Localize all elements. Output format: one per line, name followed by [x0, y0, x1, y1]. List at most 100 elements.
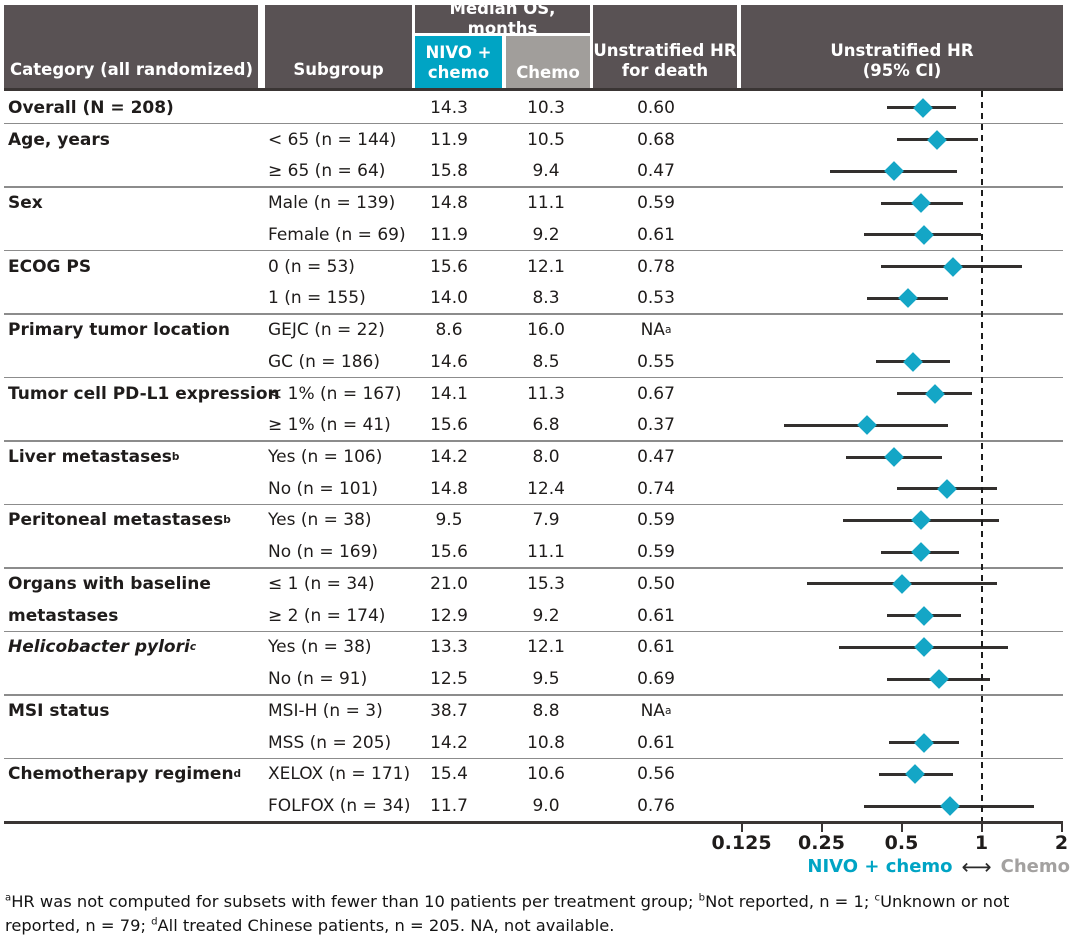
- subgroup-cell: No (n = 91): [268, 669, 368, 690]
- nivo-value: 15.8: [430, 161, 468, 182]
- chemo-value: 8.0: [532, 446, 560, 467]
- nivo-value: 15.4: [430, 764, 468, 785]
- footnote-text: HR was not computed for subsets with few…: [11, 892, 699, 911]
- table-row: ≥ 65 (n = 64) 15.8 9.4 0.47: [0, 155, 1073, 187]
- table-row: Age, years < 65 (n = 144) 11.9 10.5 0.68: [0, 124, 1073, 156]
- group-separator-line: [4, 440, 1063, 442]
- category-cell: Primary tumor location: [8, 320, 230, 341]
- category-cell: metastases: [8, 605, 119, 626]
- axis-tick-label: 0.25: [798, 832, 845, 854]
- nivo-value: 8.6: [435, 320, 463, 341]
- chemo-value: 9.0: [532, 796, 560, 817]
- category-cell: Peritoneal metastases b: [8, 510, 231, 531]
- table-row: No (n = 169) 15.6 11.1 0.59: [0, 536, 1073, 568]
- table-row: Peritoneal metastases b Yes (n = 38) 9.5 7.9…: [0, 505, 1073, 537]
- table-row: MSS (n = 205) 14.2 10.8 0.61: [0, 727, 1073, 759]
- nivo-value: 14.8: [430, 478, 468, 499]
- table-row: Overall (N = 208) 14.3 10.3 0.60: [0, 92, 1073, 124]
- hr-value: 0.47: [637, 446, 675, 467]
- subgroup-cell: No (n = 101): [268, 478, 379, 499]
- subgroup-cell: GEJC (n = 22): [268, 320, 385, 341]
- nivo-value: 14.2: [430, 446, 468, 467]
- axis-tick: [740, 824, 743, 832]
- chemo-value: 16.0: [527, 320, 565, 341]
- axis-tick: [820, 824, 823, 832]
- chemo-value: 9.2: [532, 605, 560, 626]
- table-row: 1 (n = 155) 14.0 8.3 0.53: [0, 282, 1073, 314]
- subgroup-cell: Yes (n = 38): [268, 637, 372, 658]
- header-nivo-line2: chemo: [427, 63, 490, 82]
- table-row: No (n = 101) 14.8 12.4 0.74: [0, 473, 1073, 505]
- axis-tick-label: 0.5: [884, 832, 919, 854]
- hr-value: 0.61: [637, 605, 675, 626]
- chemo-value: 10.8: [527, 732, 565, 753]
- subgroup-cell: MSS (n = 205): [268, 732, 392, 753]
- hr-value: 0.53: [637, 288, 675, 309]
- hr-value: 0.59: [637, 510, 675, 531]
- footnote-text: Not reported, n = 1;: [705, 892, 875, 911]
- hr-value: 0.55: [637, 351, 675, 372]
- hr-value: 0.61: [637, 224, 675, 245]
- subgroup-cell: FOLFOX (n = 34): [268, 796, 411, 817]
- axis-line: [4, 821, 1063, 824]
- chemo-value: 15.3: [527, 573, 565, 594]
- header-median-os: Median OS, months: [415, 0, 590, 38]
- group-separator-line: [4, 757, 1063, 760]
- category-cell: Liver metastases b: [8, 446, 180, 467]
- nivo-value: 13.3: [430, 637, 468, 658]
- group-separator-line: [4, 567, 1063, 569]
- header-median-os-label: Median OS, months: [449, 0, 556, 38]
- axis-tick-label: 1: [974, 832, 989, 854]
- header-subgroup: Subgroup: [265, 5, 412, 88]
- hr-value: NA a: [640, 320, 672, 341]
- chemo-value: 9.2: [532, 224, 560, 245]
- nivo-value: 38.7: [430, 700, 468, 721]
- nivo-value: 15.6: [430, 415, 468, 436]
- group-separator-line: [4, 122, 1063, 125]
- header-nivo-chemo: NIVO + chemo: [415, 36, 502, 88]
- header-chemo-label: Chemo: [516, 63, 580, 82]
- group-separator-line: [4, 694, 1063, 696]
- hr-value: 0.68: [637, 129, 675, 150]
- subgroup-cell: ≥ 2 (n = 174): [268, 605, 386, 626]
- table-row: Helicobacter pylori c Yes (n = 38) 13.3 12.1…: [0, 632, 1073, 664]
- chemo-value: 9.5: [532, 669, 560, 690]
- nivo-value: 12.5: [430, 669, 468, 690]
- nivo-value: 14.1: [430, 383, 468, 404]
- nivo-value: 11.7: [430, 796, 468, 817]
- group-separator-line: [4, 630, 1063, 633]
- nivo-value: 14.8: [430, 193, 468, 214]
- legend-chemo-label: Chemo: [1000, 856, 1070, 877]
- hr-value: 0.61: [637, 637, 675, 658]
- category-cell: Chemotherapy regimen d: [8, 764, 242, 785]
- group-separator-line: [4, 313, 1063, 315]
- axis-legend: NIVO + chemo ⟷ Chemo: [760, 856, 1070, 877]
- footnote-superscript: d: [151, 916, 158, 928]
- subgroup-cell: MSI-H (n = 3): [268, 700, 383, 721]
- footnote-text: Unknown or not reported, n = 79;: [5, 892, 1010, 935]
- subgroup-cell: < 1% (n = 167): [268, 383, 402, 404]
- subgroup-cell: 0 (n = 53): [268, 256, 355, 277]
- table-row: FOLFOX (n = 34) 11.7 9.0 0.76: [0, 790, 1073, 822]
- subgroup-cell: ≤ 1 (n = 34): [268, 573, 375, 594]
- header-category-label: Category (all randomized): [10, 60, 253, 79]
- axis-tick: [980, 824, 983, 832]
- category-cell: ECOG PS: [8, 256, 92, 277]
- header-hr-ci-line2: (95% CI): [862, 61, 942, 80]
- category-cell: Helicobacter pylori c: [8, 637, 197, 658]
- footnote-text: All treated Chinese patients, n = 205. N…: [157, 915, 615, 935]
- hr-value: 0.78: [637, 256, 675, 277]
- hr-value: 0.37: [637, 415, 675, 436]
- header-hr-death-line2: for death: [621, 61, 709, 80]
- legend-nivo-chemo-label: NIVO + chemo: [807, 856, 953, 877]
- chemo-value: 10.6: [527, 764, 565, 785]
- subgroup-cell: ≥ 1% (n = 41): [268, 415, 391, 436]
- table-row: Sex Male (n = 139) 14.8 11.1 0.59: [0, 187, 1073, 219]
- nivo-value: 14.2: [430, 732, 468, 753]
- group-separator-line: [4, 503, 1063, 506]
- axis-tick: [900, 824, 903, 832]
- subgroup-cell: 1 (n = 155): [268, 288, 366, 309]
- hr-value: 0.56: [637, 764, 675, 785]
- table-row: metastases ≥ 2 (n = 174) 12.9 9.2 0.61: [0, 600, 1073, 632]
- nivo-value: 14.0: [430, 288, 468, 309]
